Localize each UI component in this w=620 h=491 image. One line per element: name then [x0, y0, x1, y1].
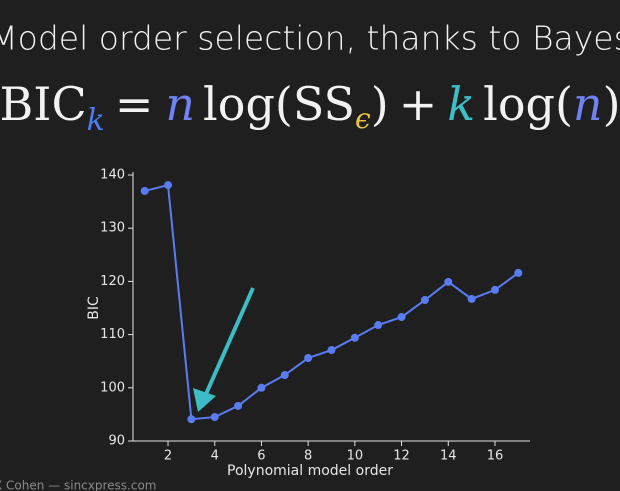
point: [350, 333, 359, 342]
formula-part: log(SS: [203, 77, 355, 131]
formula-part: +: [399, 77, 438, 131]
x-tick-label: 4: [211, 449, 219, 464]
x-tick-label: 14: [440, 449, 457, 464]
x-axis-label: Polynomial model order: [227, 463, 393, 479]
point: [140, 186, 149, 195]
point: [420, 296, 429, 305]
y-tick-label: 140: [100, 168, 125, 183]
slide-title: Model order selection, thanks to Bayes: [0, 19, 620, 58]
y-axis-label: BIC: [86, 296, 102, 320]
point: [444, 277, 453, 286]
point: [187, 415, 196, 424]
formula: BICk = n log(SSϵ) + k log(n): [0, 77, 620, 138]
x-tick-label: 10: [347, 449, 364, 464]
y-tick-label: 130: [100, 221, 125, 236]
formula-part: ϵ: [355, 102, 371, 135]
x-tick-label: 2: [164, 449, 172, 464]
formula-part: =: [115, 77, 154, 131]
point: [327, 346, 336, 355]
point: [280, 371, 289, 380]
x-tick-label: 12: [393, 449, 410, 464]
y-tick-label: 100: [100, 380, 125, 395]
y-tick-label: 110: [100, 327, 125, 342]
formula-part: n: [165, 77, 195, 131]
y-tick-label: 120: [100, 274, 125, 289]
formula-part: k: [447, 77, 475, 131]
formula-part: n: [573, 77, 603, 131]
point: [374, 321, 383, 330]
x-tick-label: 8: [304, 449, 312, 464]
footer: X Cohen — sincxpress.com: [0, 479, 157, 491]
point: [514, 268, 523, 277]
x-tick-label: 16: [487, 449, 504, 464]
point: [467, 294, 476, 303]
formula-part: ): [603, 77, 620, 131]
formula-part: BIC: [0, 77, 87, 131]
arrow-head: [193, 388, 216, 412]
formula-part: log(: [483, 77, 573, 131]
point: [164, 181, 173, 190]
x-tick-label: 6: [257, 449, 265, 464]
y-tick-label: 90: [108, 434, 125, 449]
formula-part: ): [371, 77, 389, 131]
point: [257, 383, 266, 392]
point: [304, 354, 313, 363]
arrow: [204, 287, 255, 395]
point: [234, 401, 243, 410]
point: [210, 413, 219, 422]
point: [490, 285, 499, 294]
point: [397, 313, 406, 322]
formula-part: k: [87, 103, 105, 138]
